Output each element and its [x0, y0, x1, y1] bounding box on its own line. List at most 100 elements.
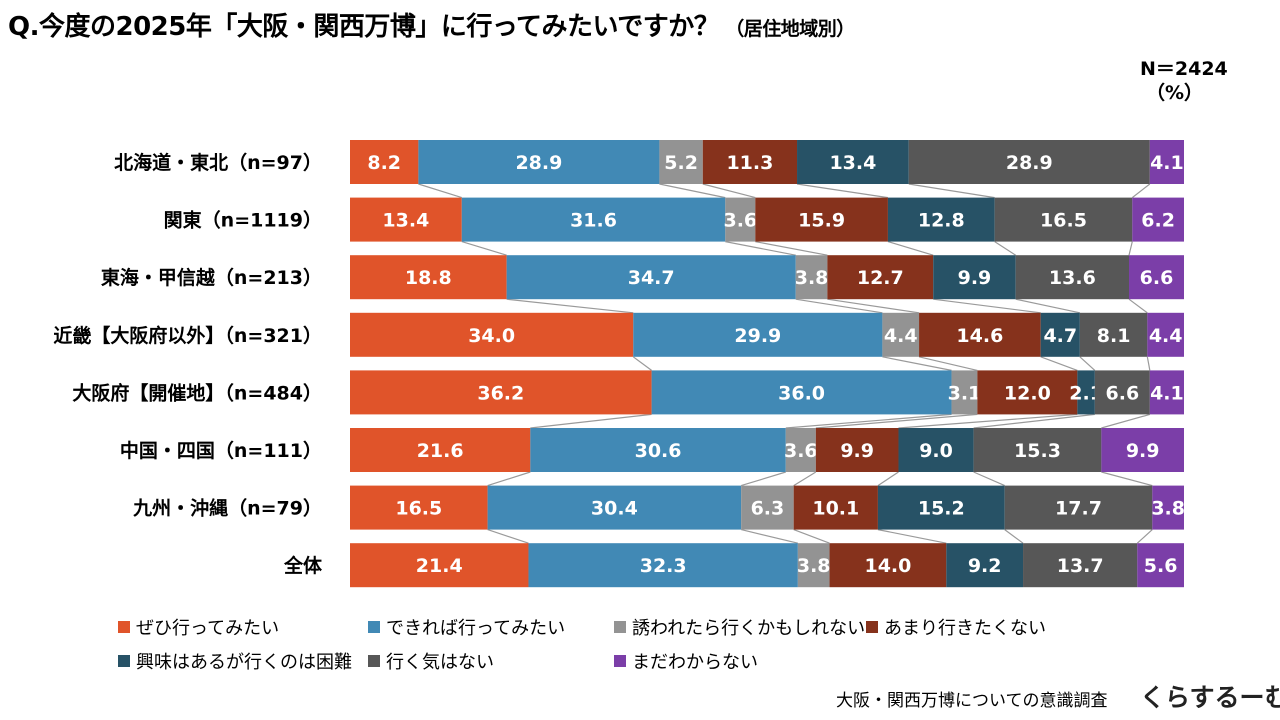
bar-segment [1149, 140, 1184, 184]
legend-swatch [118, 655, 130, 667]
bar-segment [741, 485, 794, 530]
connector-line [877, 529, 947, 544]
bar-segment [829, 543, 947, 588]
connector-line [1131, 183, 1151, 199]
bar-segment [633, 312, 883, 357]
bar-segment [1015, 255, 1130, 300]
brand-logo: くらするーむ [1140, 683, 1280, 712]
connector-line [1101, 413, 1151, 429]
bar-segment [815, 428, 899, 472]
bar-segment [1132, 197, 1184, 242]
category-label: 関東（n=1119） [164, 209, 322, 232]
data-label: 3.8 [797, 555, 831, 577]
data-label: 4.4 [884, 325, 918, 347]
category-label: 近畿【大阪府以外】（n=321） [53, 324, 322, 347]
connector-line [1015, 298, 1080, 314]
data-label: 15.2 [918, 498, 965, 520]
data-label: 3.8 [795, 267, 829, 289]
data-label: 28.9 [515, 152, 562, 174]
connector-line [994, 241, 1017, 256]
data-label: 13.4 [382, 210, 429, 232]
data-label: 5.6 [1144, 555, 1178, 577]
legend-item: ぜひ行ってみたい [118, 614, 279, 640]
category-label: 東海・甲信越（n=213） [101, 266, 322, 289]
connector-lines [418, 183, 1153, 544]
connector-line [1128, 241, 1133, 256]
connector-line [918, 356, 978, 371]
data-label: 6.6 [1106, 382, 1140, 404]
data-label: 9.0 [919, 440, 953, 462]
data-label: 14.6 [956, 325, 1003, 347]
bar-segment [1149, 370, 1184, 415]
data-label: 32.3 [640, 555, 687, 577]
data-label: 34.7 [628, 267, 675, 289]
bar-segment [973, 428, 1102, 472]
connector-line [973, 471, 1005, 487]
data-label: 12.7 [857, 267, 904, 289]
data-label: 30.6 [635, 440, 682, 462]
legend-swatch [368, 621, 380, 633]
bar-segment [977, 370, 1078, 415]
connector-line [1040, 356, 1078, 371]
connector-line [882, 356, 952, 371]
legend-label: ぜひ行ってみたい [136, 618, 280, 639]
legend-item: 行く気はない [368, 648, 494, 674]
legend-swatch [866, 621, 878, 633]
category-label: 大阪府【開催地】（n=484） [72, 381, 322, 404]
data-label: 3.6 [723, 210, 757, 232]
data-label: 36.2 [477, 382, 524, 404]
bar-segment [877, 485, 1005, 530]
legend-label: できれば行ってみたい [386, 618, 566, 639]
bar-segment [350, 428, 531, 472]
data-label: 13.4 [829, 152, 876, 174]
title-subtitle: （居住地域別） [725, 18, 855, 40]
data-label: 4.1 [1150, 382, 1184, 404]
legend-swatch [118, 621, 130, 633]
connector-line [887, 241, 934, 256]
bar-segment [1094, 370, 1150, 415]
data-label: 15.3 [1014, 440, 1061, 462]
connector-line [795, 298, 883, 314]
data-label: 4.1 [1150, 152, 1184, 174]
connector-line [740, 471, 786, 487]
bar-segment [350, 312, 634, 357]
bar-segment [1040, 312, 1080, 357]
data-label: 12.0 [1004, 382, 1051, 404]
connector-line [487, 471, 531, 487]
data-label: 4.7 [1043, 325, 1077, 347]
bar-segment [827, 255, 934, 300]
data-label: 9.9 [1126, 440, 1160, 462]
data-label: 6.3 [751, 498, 785, 520]
bar-segment [1137, 543, 1184, 588]
data-label: 5.2 [664, 152, 698, 174]
data-label: 9.2 [968, 555, 1002, 577]
bar-segment [659, 140, 703, 184]
bar-segment [946, 543, 1024, 588]
data-label: 3.1 [948, 382, 982, 404]
bar-segment [898, 428, 974, 472]
connector-line [827, 298, 920, 314]
connector-line [725, 241, 796, 256]
bar-segment [725, 197, 756, 242]
connector-line [659, 183, 726, 199]
legend-label: 誘われたら行くかもしれない [632, 618, 866, 639]
connector-line [793, 471, 817, 487]
bar-segment [350, 255, 507, 300]
bar-segment [797, 140, 909, 184]
category-label: 北海道・東北（n=97） [114, 151, 322, 174]
legend-label: あまり行きたくない [884, 618, 1046, 639]
bar-segment [1023, 543, 1138, 588]
data-label: 30.4 [591, 498, 638, 520]
category-label: 九州・沖縄（n=79） [132, 497, 322, 520]
bar-segment [919, 312, 1041, 357]
data-label: 28.9 [1006, 152, 1053, 174]
connector-line [1128, 298, 1148, 314]
category-label: 全体 [283, 554, 323, 577]
data-label: 11.3 [726, 152, 773, 174]
bar-segment [887, 197, 995, 242]
bar-segment [530, 428, 786, 472]
data-label: 13.6 [1049, 267, 1096, 289]
chart-title: Q.今度の2025年「大阪・関西万博」に行ってみたいですか？ （居住地域別） [8, 6, 855, 43]
legend-item: あまり行きたくない [866, 614, 1046, 640]
